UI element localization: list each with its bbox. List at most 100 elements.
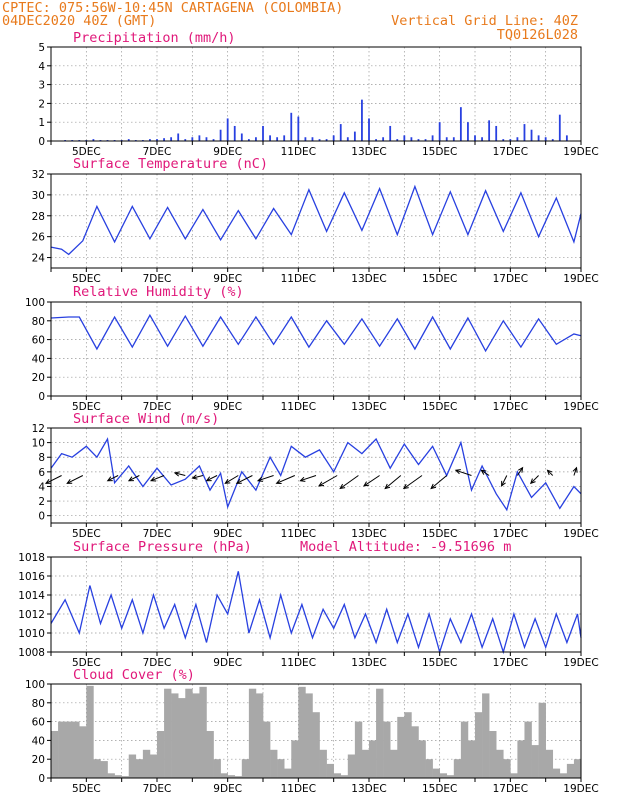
pressure-y-tick-label: 1012	[18, 609, 45, 621]
cloud-column	[496, 749, 504, 778]
precip-x-axis: 5DEC 7DEC 9DEC 11DEC 13DEC 15DEC 17DEC 19DEC	[50, 141, 599, 158]
pressure-x-tick-label: 5DEC	[72, 657, 101, 669]
wind-line	[50, 437, 582, 512]
precip-y-tick-label: 0	[38, 136, 45, 148]
wind-vector	[384, 475, 402, 490]
cloud-y-tick-label: 20	[32, 754, 45, 766]
cloud-column	[135, 759, 144, 778]
cloud-column	[552, 768, 561, 778]
cloud-column	[347, 754, 356, 778]
cloud-column	[248, 688, 257, 778]
cloud-column	[164, 688, 172, 778]
cloud-column	[149, 754, 158, 778]
temp-x-tick-label: 7DEC	[143, 273, 172, 285]
wind-y-tick-label: 0	[38, 511, 45, 523]
cloud-column	[482, 693, 490, 778]
precip-bar	[318, 139, 321, 141]
cloud-column	[220, 773, 228, 778]
precip-bar	[92, 139, 95, 141]
cloud-column	[79, 726, 87, 778]
precip-bar	[283, 135, 286, 141]
precip-bar	[516, 137, 519, 141]
wind-y-tick-label: 8	[38, 452, 45, 464]
precip-bar	[262, 125, 264, 141]
wind-vector	[66, 475, 84, 484]
precip-bar	[558, 114, 561, 141]
temp-x-axis: 5DEC 7DEC 9DEC 11DEC 13DEC 15DEC 17DEC 19DEC	[50, 268, 599, 285]
precip-bar	[502, 139, 505, 141]
pressure-panel: Surface Pressure (hPa) Model Altitude: -9…	[18, 539, 598, 669]
header-date: 04DEC2020 40Z (GMT)	[2, 13, 156, 29]
cloud-column	[142, 749, 151, 778]
cloud-y-axis: 0 20 40 60 80 100	[25, 679, 51, 785]
pressure-title: Surface Pressure (hPa)	[73, 539, 252, 555]
precip-bar	[410, 137, 413, 141]
cloud-column	[68, 721, 80, 778]
pressure-x-tick-label: 9DEC	[213, 657, 242, 669]
wind-vector	[44, 475, 62, 484]
cloud-column	[432, 768, 440, 778]
cloud-column	[460, 721, 469, 778]
cloud-column	[510, 773, 518, 778]
cloud-x-tick-label: 15DEC	[422, 783, 457, 795]
wind-x-tick-label: 5DEC	[72, 528, 101, 540]
wind-vector	[501, 475, 508, 487]
precip-bar	[184, 139, 187, 141]
temp-x-tick-label: 5DEC	[72, 273, 101, 285]
temp-grid	[51, 173, 581, 268]
header-grid-line: Vertical Grid Line: 40Z	[391, 13, 578, 29]
cloud-column	[566, 763, 575, 778]
cloud-column	[467, 740, 476, 778]
temp-x-tick-label: 19DEC	[563, 273, 598, 285]
pressure-x-tick-label: 11DEC	[281, 657, 316, 669]
cloud-column	[213, 759, 221, 778]
temp-x-tick-label: 9DEC	[213, 273, 242, 285]
cloud-column	[524, 721, 532, 778]
precip-bar	[382, 137, 385, 141]
cloud-column	[475, 712, 483, 778]
precip-bar	[219, 129, 222, 141]
cloud-column	[234, 776, 243, 778]
precip-bar	[170, 137, 173, 141]
wind-vector	[480, 469, 490, 476]
cloud-column	[291, 740, 299, 778]
rh-x-tick-label: 15DEC	[422, 401, 457, 413]
cloud-column	[107, 773, 115, 778]
cloud-column	[446, 775, 455, 778]
cloud-column	[185, 688, 193, 778]
cloud-data	[51, 685, 582, 778]
cloud-x-tick-label: 11DEC	[281, 783, 316, 795]
cloud-column	[376, 688, 384, 778]
precip-grid	[51, 46, 581, 142]
cloud-x-tick-label: 19DEC	[563, 783, 598, 795]
cloud-column	[383, 721, 391, 778]
precip-bar	[311, 137, 314, 141]
rh-y-tick-label: 40	[32, 353, 45, 365]
precip-bar	[474, 135, 476, 141]
pressure-y-tick-label: 1016	[18, 571, 45, 583]
rh-x-tick-label: 17DEC	[493, 401, 528, 413]
wind-x-tick-label: 7DEC	[143, 528, 172, 540]
precip-bar	[177, 133, 180, 141]
rh-y-tick-label: 0	[38, 391, 45, 403]
temp-x-tick-label: 17DEC	[493, 273, 528, 285]
precip-x-tick-label: 7DEC	[143, 146, 172, 158]
wind-vector	[106, 475, 119, 482]
precip-bar	[438, 122, 441, 141]
cloud-column	[361, 749, 370, 778]
pressure-data	[50, 571, 582, 655]
cloud-column	[489, 731, 497, 778]
cloud-column	[255, 693, 264, 778]
cloud-column	[86, 685, 94, 778]
cloud-column	[340, 775, 349, 778]
precip-x-tick-label: 17DEC	[493, 146, 528, 158]
precip-y-tick-label: 3	[38, 80, 45, 92]
wind-data	[50, 437, 582, 512]
wind-vector	[318, 475, 338, 487]
precip-bar	[417, 139, 420, 141]
cloud-column	[404, 712, 412, 778]
wind-x-tick-label: 19DEC	[563, 528, 598, 540]
precip-bar	[247, 139, 250, 141]
precip-x-tick-label: 5DEC	[72, 146, 101, 158]
rh-data	[50, 313, 582, 353]
